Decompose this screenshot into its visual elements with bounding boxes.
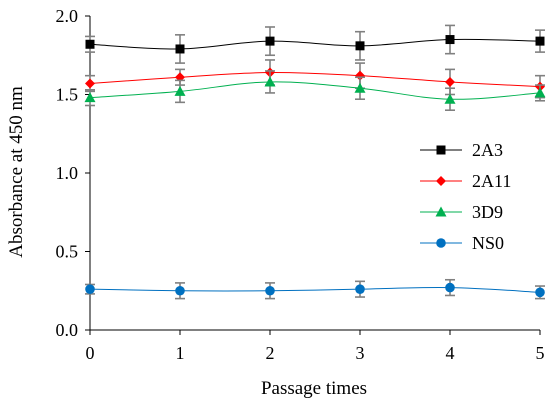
data-point: [264, 76, 276, 87]
legend-marker: [436, 176, 446, 186]
data-point: [174, 85, 186, 96]
legend: 2A3 2A11 3D9 NS0: [420, 140, 511, 253]
y-tick-label: 0.5: [56, 242, 79, 262]
x-tick-label: 1: [176, 343, 185, 363]
data-point: [355, 70, 365, 81]
x-axis-title: Passage times: [261, 378, 367, 399]
x-tick-label: 2: [266, 343, 275, 363]
data-point: [445, 282, 455, 293]
data-point: [355, 284, 365, 294]
legend-item-ns0: NS0: [420, 233, 504, 253]
axes: 0.0 0.5 1.0 1.5 2.0 0 1 2 3 4 5: [56, 6, 545, 363]
y-tick-label: 0.0: [56, 320, 79, 340]
x-tick-label: 0: [86, 343, 95, 363]
data-point: [445, 76, 455, 87]
legend-label: 3D9: [472, 202, 503, 222]
data-point: [534, 87, 546, 98]
data-point: [175, 285, 185, 296]
x-tick-label: 4: [446, 343, 455, 363]
x-tick-label: 5: [536, 343, 545, 363]
y-axis-title: Absorbance at 450 nm: [6, 86, 27, 258]
legend-marker: [435, 206, 447, 217]
legend-label: 2A11: [472, 171, 511, 191]
data-point: [355, 41, 365, 51]
series-ns0: [85, 278, 545, 300]
series-line: [89, 38, 541, 50]
data-point: [84, 92, 96, 103]
y-tick-label: 2.0: [56, 6, 79, 26]
series-2a11: [85, 59, 545, 99]
data-point: [265, 36, 275, 46]
series-line: [89, 287, 541, 293]
data-point: [354, 82, 366, 93]
legend-label: 2A3: [472, 140, 503, 160]
series-3d9: [84, 70, 546, 111]
data-point: [85, 39, 95, 49]
data-point: [85, 78, 95, 89]
legend-item-3d9: 3D9: [420, 202, 503, 222]
legend-marker: [436, 145, 446, 155]
data-point: [444, 93, 456, 104]
legend-item-2a11: 2A11: [420, 171, 511, 191]
series-2a3: [85, 24, 545, 64]
data-point: [175, 44, 185, 54]
y-tick-label: 1.5: [56, 85, 79, 105]
data-point: [445, 35, 455, 45]
legend-marker: [436, 238, 446, 248]
y-tick-label: 1.0: [56, 163, 79, 183]
series-layer: [84, 24, 546, 300]
legend-label: NS0: [472, 233, 504, 253]
data-point: [265, 285, 275, 296]
data-point: [85, 284, 95, 294]
x-tick-label: 3: [356, 343, 365, 363]
data-point: [535, 287, 545, 298]
series-line: [89, 81, 541, 100]
data-point: [535, 36, 545, 46]
series-line: [89, 71, 541, 88]
legend-item-2a3: 2A3: [420, 140, 503, 160]
